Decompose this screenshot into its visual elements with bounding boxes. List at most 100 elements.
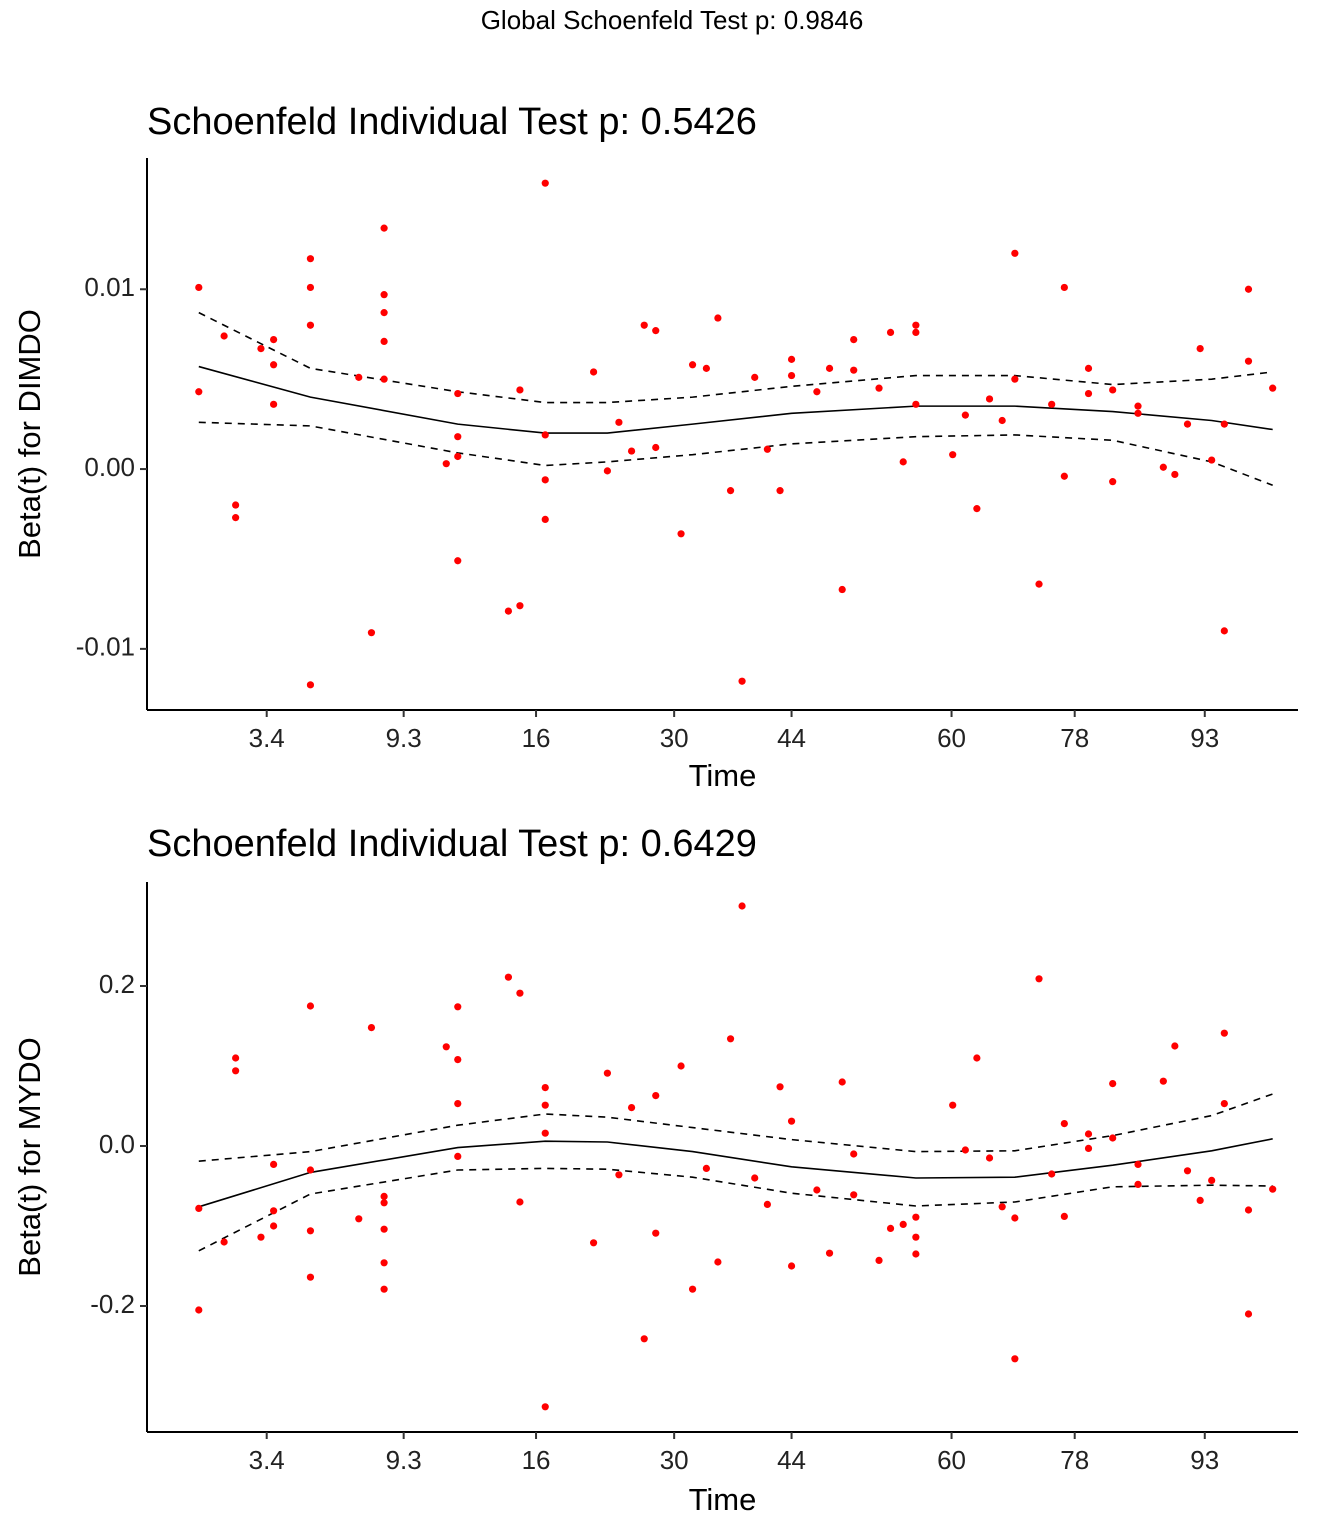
point — [516, 1198, 524, 1206]
point — [1220, 1029, 1228, 1037]
point — [355, 373, 363, 381]
panel-title: Schoenfeld Individual Test p: 0.6429 — [147, 823, 757, 865]
point — [850, 1150, 858, 1158]
confidence-line — [198, 1167, 1273, 1252]
point — [985, 1154, 994, 1162]
point — [1109, 1134, 1117, 1142]
point — [652, 1229, 660, 1237]
point — [195, 1204, 203, 1212]
point — [1109, 386, 1117, 394]
point — [961, 1146, 969, 1154]
point — [454, 452, 462, 461]
point — [257, 1233, 265, 1241]
point — [973, 1054, 981, 1062]
point — [677, 530, 685, 538]
point — [677, 1062, 685, 1070]
point — [1060, 1212, 1068, 1220]
point — [1183, 420, 1192, 428]
point — [1220, 1100, 1228, 1108]
y-tick-label: 0.0 — [99, 1129, 135, 1159]
point — [813, 388, 821, 396]
point — [838, 1078, 846, 1086]
x-tick-label: 30 — [660, 1445, 689, 1475]
point — [1011, 1214, 1019, 1222]
figure-title: Global Schoenfeld Test p: 0.9846 — [481, 5, 864, 35]
point — [220, 332, 228, 340]
point — [380, 1285, 388, 1293]
point — [688, 1285, 697, 1293]
point — [306, 283, 315, 292]
point — [1208, 1176, 1216, 1184]
point — [1244, 285, 1253, 293]
point — [603, 467, 612, 475]
point — [442, 460, 450, 468]
point — [714, 1258, 722, 1266]
point — [306, 1166, 315, 1174]
point — [1060, 472, 1068, 480]
point — [541, 515, 549, 524]
point — [751, 373, 759, 381]
point — [1060, 1120, 1068, 1128]
point — [1011, 1355, 1019, 1363]
point — [1084, 364, 1093, 372]
point — [726, 1035, 735, 1043]
point — [380, 337, 388, 346]
point — [949, 451, 957, 459]
confidence-line — [198, 421, 1273, 486]
point — [652, 327, 660, 335]
point — [306, 681, 315, 689]
point — [1060, 283, 1068, 292]
point — [615, 418, 623, 426]
point — [232, 1054, 240, 1062]
point — [454, 1056, 462, 1064]
point — [1134, 1160, 1142, 1168]
point — [899, 1220, 907, 1228]
point — [1220, 627, 1228, 635]
x-tick-label: 93 — [1190, 1445, 1219, 1475]
point — [270, 1222, 278, 1230]
x-axis-label: Time — [689, 1482, 757, 1517]
point — [652, 443, 660, 452]
point — [442, 1043, 450, 1051]
point — [1269, 1185, 1277, 1193]
point — [195, 283, 203, 292]
point — [504, 607, 513, 615]
point — [454, 1100, 462, 1108]
x-tick-label: 44 — [777, 723, 806, 753]
point — [627, 447, 636, 455]
point — [1159, 1077, 1167, 1085]
point — [763, 445, 771, 453]
point — [454, 557, 462, 565]
point — [985, 395, 994, 403]
point — [232, 1067, 240, 1075]
point — [306, 1002, 315, 1010]
point — [787, 355, 796, 363]
point — [726, 487, 735, 495]
point — [541, 179, 549, 187]
point — [912, 1250, 920, 1258]
point — [541, 1129, 549, 1137]
point — [912, 400, 920, 408]
x-tick-label: 44 — [777, 1445, 806, 1475]
point — [541, 476, 549, 484]
point — [787, 1262, 796, 1270]
y-tick-label: -0.2 — [90, 1289, 135, 1319]
point — [454, 1152, 462, 1160]
point — [380, 1259, 388, 1267]
point — [1084, 1144, 1093, 1152]
y-tick-label: 0.2 — [99, 969, 135, 999]
y-tick-label: 0.00 — [84, 452, 135, 482]
point — [1269, 384, 1277, 392]
point — [270, 1207, 278, 1215]
point — [1244, 1206, 1253, 1214]
point — [270, 336, 278, 344]
y-tick-label: -0.01 — [76, 632, 135, 662]
point — [603, 1069, 612, 1077]
x-tick-label: 16 — [522, 723, 551, 753]
point — [270, 1160, 278, 1168]
point — [899, 458, 907, 466]
point — [1084, 1130, 1093, 1138]
point — [1134, 409, 1142, 417]
point — [825, 364, 834, 372]
